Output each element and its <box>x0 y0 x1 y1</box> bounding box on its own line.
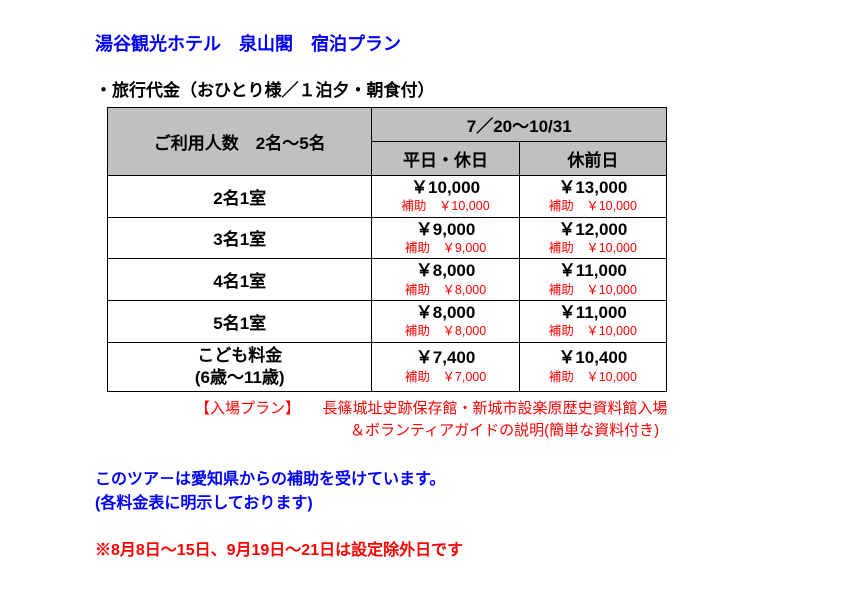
price-value: ￥9,000 <box>380 220 510 240</box>
th-preholiday: 休前日 <box>519 142 666 176</box>
row-label-line2: (6歳～11歳) <box>195 368 285 387</box>
table-row: こども料金 (6歳～11歳) ￥7,400 補助 ￥7,000 ￥10,400 … <box>108 342 667 391</box>
subsidy-value: 補助 ￥8,000 <box>380 323 510 339</box>
th-period: 7／20～10/31 <box>372 108 667 142</box>
plan-info-line2: ＆ボランティアガイドの説明(簡単な資料付き) <box>350 420 760 443</box>
table-row: 4名1室 ￥8,000 補助 ￥8,000 ￥11,000 補助 ￥10,000 <box>108 259 667 301</box>
subsidy-value: 補助 ￥7,000 <box>380 369 510 385</box>
plan-info-line1: 【入場プラン】 長篠城址史跡保存館・新城市設楽原歴史資料館入場 <box>195 398 760 421</box>
weekday-cell: ￥8,000 補助 ￥8,000 <box>372 259 519 301</box>
th-guests: ご利用人数 2名～5名 <box>108 108 372 176</box>
subsidy-value: 補助 ￥10,000 <box>528 282 658 298</box>
subsidy-value: 補助 ￥8,000 <box>380 282 510 298</box>
page-title: 湯谷観光ホテル 泉山閣 宿泊プラン <box>95 30 760 56</box>
subsidy-value: 補助 ￥10,000 <box>528 369 658 385</box>
price-value: ￥8,000 <box>380 303 510 323</box>
price-value: ￥12,000 <box>528 220 658 240</box>
weekday-cell: ￥10,000 補助 ￥10,000 <box>372 176 519 218</box>
row-label-line1: こども料金 <box>197 346 282 365</box>
subsidy-note-1: このツア－は愛知県からの補助を受けています。 <box>95 468 760 492</box>
price-value: ￥11,000 <box>528 261 658 281</box>
row-label: 4名1室 <box>108 259 372 301</box>
subsidy-value: 補助 ￥10,000 <box>528 240 658 256</box>
preholiday-cell: ￥11,000 補助 ￥10,000 <box>519 300 666 342</box>
price-value: ￥10,400 <box>528 348 658 368</box>
table-row: 5名1室 ￥8,000 補助 ￥8,000 ￥11,000 補助 ￥10,000 <box>108 300 667 342</box>
table-row: 3名1室 ￥9,000 補助 ￥9,000 ￥12,000 補助 ￥10,000 <box>108 217 667 259</box>
price-value: ￥8,000 <box>380 261 510 281</box>
row-label: 5名1室 <box>108 300 372 342</box>
weekday-cell: ￥8,000 補助 ￥8,000 <box>372 300 519 342</box>
price-value: ￥10,000 <box>380 178 510 198</box>
subsidy-value: 補助 ￥9,000 <box>380 240 510 256</box>
weekday-cell: ￥9,000 補助 ￥9,000 <box>372 217 519 259</box>
subsidy-note-2: (各料金表に明示しております) <box>95 492 760 516</box>
th-weekday: 平日・休日 <box>372 142 519 176</box>
row-label: 2名1室 <box>108 176 372 218</box>
price-subtitle: ・旅行代金（おひとり様／１泊夕・朝食付） <box>95 76 760 101</box>
weekday-cell: ￥7,400 補助 ￥7,000 <box>372 342 519 391</box>
subsidy-value: 補助 ￥10,000 <box>528 323 658 339</box>
preholiday-cell: ￥13,000 補助 ￥10,000 <box>519 176 666 218</box>
subsidy-value: 補助 ￥10,000 <box>380 198 510 214</box>
price-value: ￥13,000 <box>528 178 658 198</box>
price-value: ￥11,000 <box>528 303 658 323</box>
price-value: ￥7,400 <box>380 348 510 368</box>
exclusion-note: ※8月8日～15日、9月19日～21日は設定除外日です <box>95 536 760 560</box>
row-label: 3名1室 <box>108 217 372 259</box>
table-row: 2名1室 ￥10,000 補助 ￥10,000 ￥13,000 補助 ￥10,0… <box>108 176 667 218</box>
price-table: ご利用人数 2名～5名 7／20～10/31 平日・休日 休前日 2名1室 ￥1… <box>107 107 667 392</box>
subsidy-value: 補助 ￥10,000 <box>528 198 658 214</box>
row-label: こども料金 (6歳～11歳) <box>108 342 372 391</box>
preholiday-cell: ￥12,000 補助 ￥10,000 <box>519 217 666 259</box>
preholiday-cell: ￥11,000 補助 ￥10,000 <box>519 259 666 301</box>
preholiday-cell: ￥10,400 補助 ￥10,000 <box>519 342 666 391</box>
